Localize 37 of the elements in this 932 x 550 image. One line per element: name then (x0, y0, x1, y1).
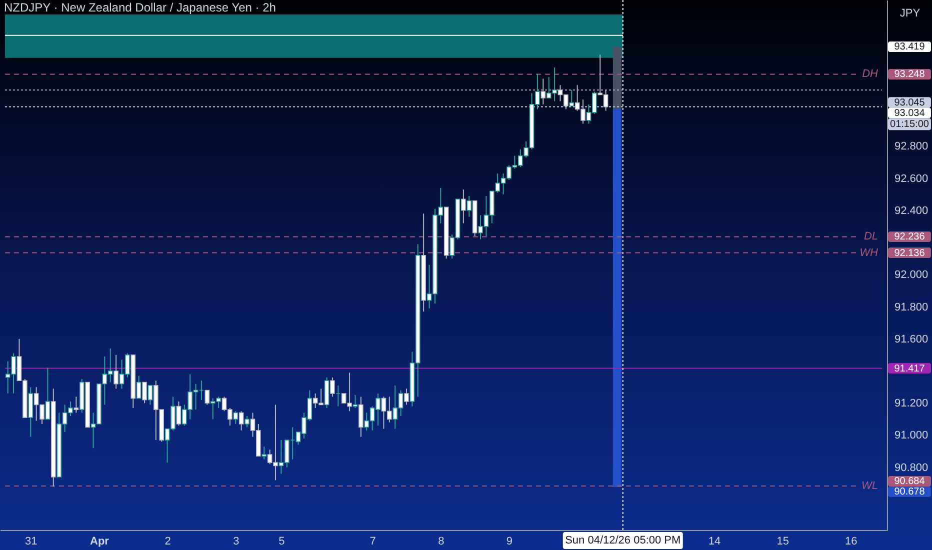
y-tick-label: 91.000 (894, 430, 928, 442)
x-tick-label: Apr (90, 536, 110, 548)
x-tick-label: 31 (25, 536, 38, 548)
y-tick-label: 90.800 (894, 462, 928, 474)
y-tick-label: 92.000 (894, 269, 928, 282)
x-tick-label: 8 (438, 536, 444, 548)
ref-line-label: WH (860, 246, 878, 259)
x-tick-label: 15 (776, 536, 789, 548)
y-tick-label: 93.248 (894, 69, 926, 80)
x-tick-label: 7 (370, 536, 376, 548)
ref-line-label: WL (862, 480, 878, 492)
y-tick-label: 91.417 (894, 363, 926, 374)
x-tick-label: 16 (845, 536, 858, 548)
y-tick-label: 91.600 (894, 333, 928, 346)
x-tick-label: Sun 04/12/26 05:00 PM (565, 534, 681, 546)
x-tick-label: 5 (278, 536, 285, 548)
y-tick-label: 93.034 (894, 108, 926, 119)
y-axis-title: JPY (900, 8, 921, 20)
y-tick-label: 92.800 (894, 140, 928, 153)
y-tick-label: 92.600 (894, 172, 928, 185)
text: 01:15:00 (890, 119, 930, 130)
y-tick-label: 92.236 (894, 232, 926, 243)
y-tick-label: 92.400 (894, 204, 928, 217)
ref-line-label: DH (862, 68, 878, 80)
y-tick-label: 91.800 (894, 301, 928, 314)
y-tick-label: 91.200 (894, 398, 928, 410)
x-tick-label: 3 (233, 536, 240, 548)
y-tick-label: 90.684 (894, 476, 926, 488)
y-tick-label: 92.136 (894, 248, 926, 259)
y-tick-label: 93.419 (894, 42, 926, 53)
y-tick-label: 93.045 (894, 97, 926, 108)
x-tick-label: 2 (164, 536, 171, 548)
x-tick-label: 14 (708, 536, 721, 548)
y-tick-label: 90.678 (894, 486, 926, 498)
ref-line-label: DL (864, 230, 878, 243)
x-tick-label: 9 (506, 536, 513, 548)
chart-title: NZDJPY · New Zealand Dollar / Japanese Yen · 2h (4, 0, 276, 14)
